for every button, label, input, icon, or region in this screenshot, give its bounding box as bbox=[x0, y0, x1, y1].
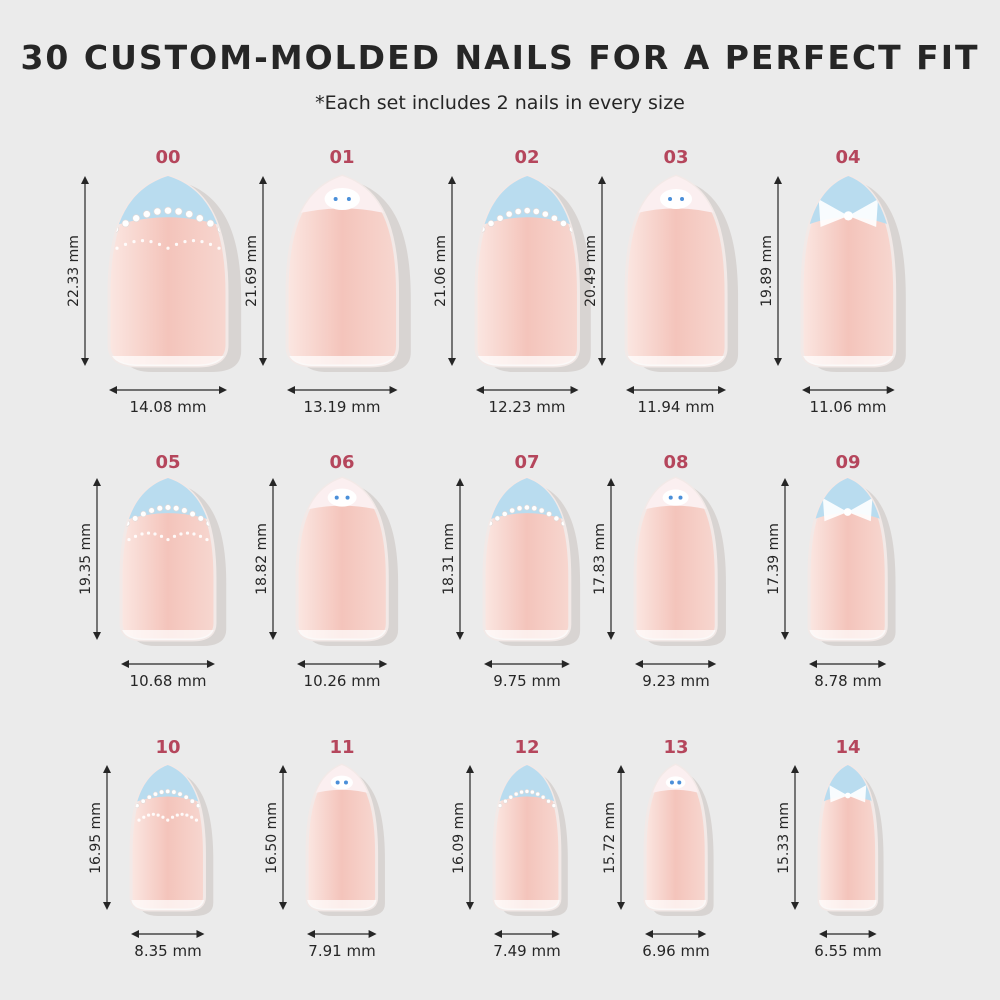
width-label: 6.55 mm bbox=[814, 942, 882, 960]
nail-illustration bbox=[447, 174, 591, 394]
width-label: 6.96 mm bbox=[642, 942, 710, 960]
length-label: 19.89 mm bbox=[758, 235, 775, 307]
width-label: 11.06 mm bbox=[809, 398, 887, 416]
nail-illustration bbox=[279, 763, 386, 938]
size-number: 12 bbox=[514, 737, 540, 758]
nail-illustration bbox=[791, 763, 884, 938]
length-label: 17.83 mm bbox=[592, 523, 609, 595]
size-number: 07 bbox=[514, 452, 540, 473]
length-label: 16.95 mm bbox=[88, 801, 105, 874]
nail-illustration bbox=[773, 174, 906, 394]
nail-body bbox=[643, 763, 709, 912]
nail-illustration bbox=[607, 476, 727, 668]
length-label: 16.09 mm bbox=[451, 801, 468, 874]
width-label: 10.26 mm bbox=[303, 672, 381, 690]
width-label: 7.91 mm bbox=[308, 942, 376, 960]
nail-body bbox=[129, 763, 207, 912]
length-label: 21.06 mm bbox=[432, 235, 449, 307]
width-label: 13.19 mm bbox=[303, 398, 381, 416]
size-number: 10 bbox=[155, 737, 181, 758]
length-label: 22.33 mm bbox=[66, 235, 82, 307]
page-subtitle: *Each set includes 2 nails in every size bbox=[315, 92, 685, 114]
size-number: 02 bbox=[514, 147, 540, 168]
nail-illustration bbox=[456, 476, 581, 668]
width-label: 10.68 mm bbox=[129, 672, 207, 690]
size-number: 05 bbox=[155, 452, 181, 473]
nail-illustration bbox=[466, 763, 568, 938]
size-number: 09 bbox=[835, 452, 861, 473]
nail-illustration bbox=[258, 174, 411, 394]
length-label: 18.31 mm bbox=[441, 523, 458, 595]
nail-body bbox=[492, 763, 562, 912]
size-number: 08 bbox=[663, 452, 689, 473]
nail-illustration bbox=[103, 763, 214, 938]
length-label: 19.35 mm bbox=[78, 523, 94, 595]
nail-illustration bbox=[81, 174, 242, 394]
nail-illustration bbox=[268, 476, 398, 668]
nail-illustration bbox=[781, 476, 896, 668]
size-number: 13 bbox=[663, 737, 689, 758]
width-label: 12.23 mm bbox=[488, 398, 566, 416]
size-number: 04 bbox=[835, 147, 861, 168]
size-number: 06 bbox=[329, 452, 355, 473]
size-number: 11 bbox=[329, 737, 355, 758]
length-label: 16.50 mm bbox=[264, 801, 281, 874]
size-number: 00 bbox=[155, 147, 181, 168]
size-number: 03 bbox=[663, 147, 689, 168]
width-label: 8.35 mm bbox=[134, 942, 202, 960]
length-label: 18.82 mm bbox=[253, 523, 270, 595]
size-number: 01 bbox=[329, 147, 355, 168]
length-label: 15.72 mm bbox=[602, 801, 619, 874]
nail-illustration bbox=[92, 476, 227, 668]
length-label: 15.33 mm bbox=[776, 801, 793, 874]
size-number: 14 bbox=[835, 737, 861, 758]
nail-body bbox=[817, 763, 879, 912]
length-label: 20.49 mm bbox=[582, 235, 599, 307]
width-label: 11.94 mm bbox=[637, 398, 715, 416]
nail-illustration bbox=[597, 174, 739, 394]
width-label: 14.08 mm bbox=[129, 398, 207, 416]
page-title: 30 CUSTOM-MOLDED NAILS FOR A PERFECT FIT bbox=[20, 38, 980, 77]
width-label: 8.78 mm bbox=[814, 672, 882, 690]
width-label: 9.75 mm bbox=[493, 672, 561, 690]
width-label: 9.23 mm bbox=[642, 672, 710, 690]
nail-illustration bbox=[617, 763, 714, 938]
length-label: 21.69 mm bbox=[243, 235, 260, 307]
width-label: 7.49 mm bbox=[493, 942, 561, 960]
length-label: 17.39 mm bbox=[766, 523, 783, 595]
